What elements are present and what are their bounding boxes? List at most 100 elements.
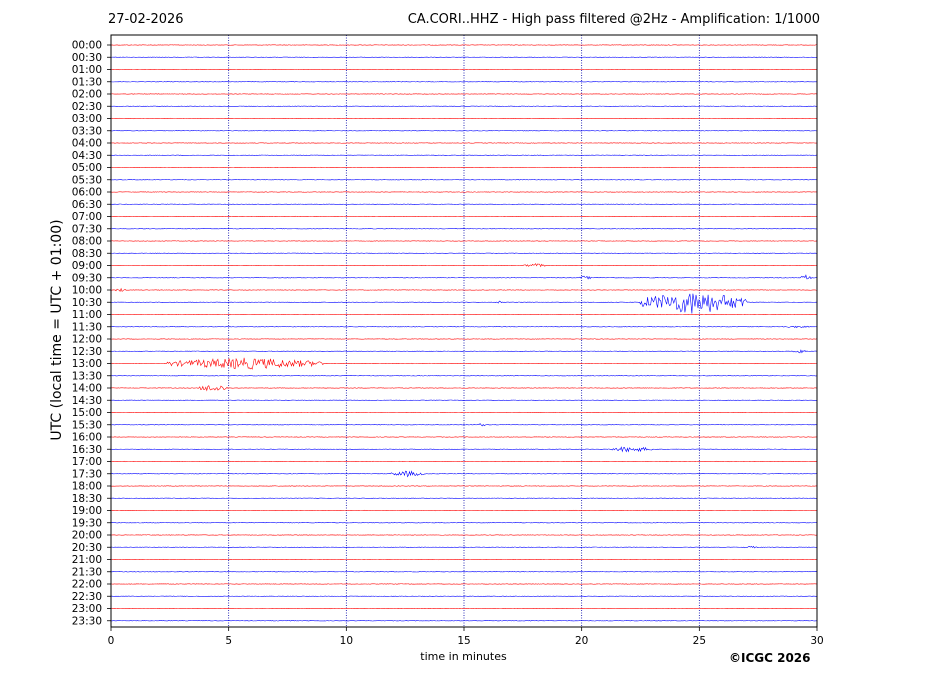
y-tick-label: 02:30 — [72, 101, 102, 113]
y-tick-label: 16:30 — [72, 444, 102, 456]
trace-0400 — [110, 142, 818, 144]
y-tick-label: 04:00 — [72, 138, 102, 150]
chart-title: CA.CORI..HHZ - High pass filtered @2Hz -… — [407, 12, 820, 27]
trace-1730 — [110, 470, 817, 478]
trace-0830 — [110, 252, 818, 254]
trace-2230 — [110, 595, 818, 597]
x-tick-label: 15 — [457, 635, 470, 647]
y-tick-label: 15:00 — [72, 407, 102, 419]
trace-1030 — [110, 293, 818, 314]
x-axis: 0 5 10 15 20 25 30 — [108, 627, 824, 647]
y-tick-label: 08:30 — [72, 248, 102, 260]
y-tick-label: 06:00 — [72, 187, 102, 199]
y-tick-label: 05:00 — [72, 162, 102, 174]
y-tick-label: 11:30 — [72, 321, 102, 333]
trace-1230 — [110, 349, 818, 354]
x-axis-label-text: time in minutes — [420, 650, 507, 663]
trace-0730 — [111, 228, 818, 230]
trace-1300 — [110, 357, 818, 370]
trace-0000 — [110, 44, 818, 46]
x-tick-label: 5 — [225, 635, 232, 647]
y-tick-label: 03:00 — [72, 113, 102, 125]
trace-1130 — [110, 325, 818, 329]
y-tick-label: 17:00 — [72, 456, 102, 468]
y-tick-label: 13:00 — [72, 358, 102, 370]
y-tick-label: 05:30 — [72, 174, 102, 186]
y-tick-label: 20:00 — [72, 530, 102, 542]
y-tick-label: 07:00 — [72, 211, 102, 223]
trace-0130 — [110, 81, 818, 83]
trace-1330 — [110, 375, 818, 377]
trace-1600 — [110, 436, 818, 438]
trace-1630 — [110, 446, 818, 453]
y-tick-label: 08:00 — [72, 236, 102, 248]
y-tick-label: 01:00 — [72, 64, 102, 76]
plot-frame — [110, 34, 818, 628]
trace-0200 — [110, 93, 818, 95]
trace-1000 — [110, 287, 818, 292]
y-axis-label: UTC (local time = UTC + 01:00) — [49, 219, 65, 441]
x-tick-label: 20 — [575, 635, 588, 647]
trace-1100 — [110, 313, 818, 316]
trace-2200 — [110, 583, 817, 585]
trace-2130 — [110, 571, 818, 573]
y-tick-label: 23:00 — [72, 603, 102, 615]
trace-0930 — [110, 274, 818, 280]
trace-0630 — [110, 203, 818, 205]
trace-0430 — [110, 154, 818, 156]
date-label: 27-02-2026 — [108, 12, 184, 27]
trace-0800 — [110, 240, 818, 242]
y-tick-label: 14:00 — [72, 383, 102, 395]
trace-0600 — [110, 191, 818, 193]
trace-0100 — [110, 68, 818, 71]
y-tick-label: 10:30 — [72, 297, 102, 309]
y-tick-label: 11:00 — [72, 309, 102, 321]
y-tick-label: 22:30 — [72, 591, 102, 603]
x-tick-label: 25 — [693, 635, 706, 647]
trace-1530 — [110, 423, 818, 427]
trace-1500 — [110, 411, 818, 414]
trace-0230 — [110, 105, 818, 107]
x-tick-label: 0 — [108, 635, 115, 647]
trace-1900 — [110, 509, 818, 512]
trace-1800 — [110, 485, 818, 487]
y-tick-label: 12:00 — [72, 334, 102, 346]
y-tick-label: 00:30 — [72, 52, 102, 64]
copyright-label: ©ICGC 2026 — [729, 651, 811, 665]
y-tick-label: 01:30 — [72, 76, 102, 88]
trace-0500 — [110, 166, 818, 169]
y-tick-label: 23:30 — [72, 615, 102, 627]
y-tick-label: 10:00 — [72, 285, 102, 297]
x-tick-label: 10 — [340, 635, 353, 647]
x-tick-label: 30 — [810, 635, 823, 647]
trace-2330 — [110, 620, 818, 622]
trace-0030 — [110, 56, 818, 58]
y-tick-label: 14:30 — [72, 395, 102, 407]
y-tick-label: 03:30 — [72, 125, 102, 137]
y-tick-label: 17:30 — [72, 468, 102, 480]
trace-1930 — [110, 522, 818, 524]
y-tick-label: 21:00 — [72, 554, 102, 566]
y-tick-label: 15:30 — [72, 419, 102, 431]
traces — [110, 44, 818, 622]
y-tick-label: 07:30 — [72, 223, 102, 235]
y-axis: 00:0000:3001:0001:3002:0002:3003:0003:30… — [72, 40, 111, 627]
trace-0700 — [110, 215, 818, 218]
y-tick-label: 09:00 — [72, 260, 102, 272]
y-tick-label: 13:30 — [72, 370, 102, 382]
trace-2030 — [110, 545, 818, 549]
trace-2100 — [110, 558, 817, 561]
trace-0300 — [110, 117, 818, 120]
trace-1830 — [110, 497, 818, 499]
y-tick-label: 18:00 — [72, 481, 102, 493]
y-tick-label: 00:00 — [72, 40, 102, 52]
y-tick-label: 12:30 — [72, 346, 102, 358]
trace-1400 — [110, 385, 818, 392]
trace-0530 — [110, 179, 818, 181]
y-tick-label: 19:00 — [72, 505, 102, 517]
trace-0900 — [110, 263, 818, 268]
y-tick-label: 20:30 — [72, 542, 102, 554]
y-tick-label: 19:30 — [72, 517, 102, 529]
trace-2300 — [110, 607, 818, 610]
